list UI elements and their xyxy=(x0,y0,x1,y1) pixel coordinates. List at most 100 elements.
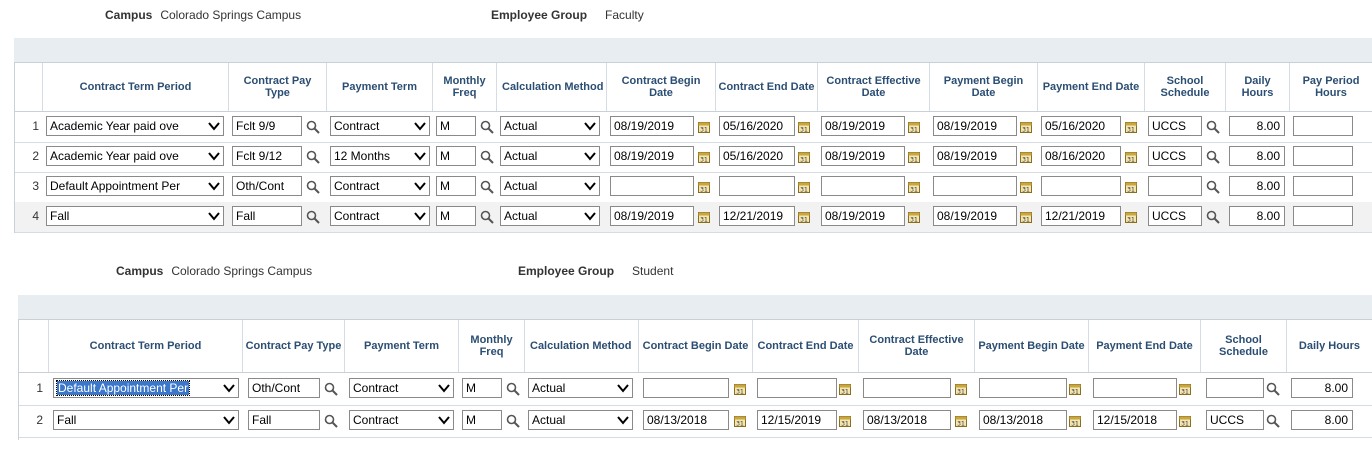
contract-term-period-select[interactable]: Academic Year paid ove xyxy=(46,116,224,136)
contract-begin-date-input[interactable] xyxy=(643,378,729,398)
payment-begin-date-input[interactable] xyxy=(979,378,1067,398)
search-icon[interactable] xyxy=(1206,150,1220,164)
calendar-icon[interactable]: 31 xyxy=(798,151,810,163)
payment-begin-date-input[interactable]: 08/19/2019 xyxy=(933,206,1017,226)
contract-effective-date-input[interactable]: 08/19/2019 xyxy=(821,116,905,136)
contract-begin-date-input[interactable]: 08/19/2019 xyxy=(610,146,694,166)
calendar-icon[interactable]: 31 xyxy=(955,415,967,427)
payment-begin-date-input[interactable]: 08/19/2019 xyxy=(933,116,1017,136)
contract-end-date-input[interactable]: 12/21/2019 xyxy=(719,206,795,226)
search-icon[interactable] xyxy=(324,414,338,428)
search-icon[interactable] xyxy=(480,150,494,164)
payment-term-select[interactable]: Contract xyxy=(330,206,430,226)
calculation-method-select[interactable]: Actual xyxy=(500,146,600,166)
contract-effective-date-input[interactable] xyxy=(863,378,951,398)
contract-pay-type-input[interactable]: Fall xyxy=(248,410,320,430)
payment-end-date-input[interactable]: 12/21/2019 xyxy=(1041,206,1121,226)
pay-period-hours-input[interactable] xyxy=(1293,146,1353,166)
calendar-icon[interactable]: 31 xyxy=(698,211,710,223)
contract-pay-type-input[interactable]: Fclt 9/12 xyxy=(232,146,302,166)
calendar-icon[interactable]: 31 xyxy=(1125,181,1137,193)
calendar-icon[interactable]: 31 xyxy=(1069,415,1081,427)
contract-end-date-input[interactable] xyxy=(757,378,837,398)
contract-end-date-input[interactable]: 05/16/2020 xyxy=(719,146,795,166)
school-schedule-input[interactable]: UCCS xyxy=(1148,206,1202,226)
school-schedule-input[interactable]: UCCS xyxy=(1148,116,1202,136)
payment-end-date-input[interactable] xyxy=(1041,176,1121,196)
calculation-method-select[interactable]: Actual xyxy=(500,176,600,196)
calendar-icon[interactable]: 31 xyxy=(1125,151,1137,163)
daily-hours-input[interactable]: 8.00 xyxy=(1229,206,1285,226)
monthly-freq-input[interactable]: M xyxy=(436,176,476,196)
payment-end-date-input[interactable] xyxy=(1093,378,1177,398)
contract-begin-date-input[interactable] xyxy=(610,176,694,196)
search-icon[interactable] xyxy=(1266,414,1280,428)
search-icon[interactable] xyxy=(1206,120,1220,134)
monthly-freq-input[interactable]: M xyxy=(436,206,476,226)
contract-pay-type-input[interactable]: Fall xyxy=(232,206,302,226)
calendar-icon[interactable]: 31 xyxy=(1020,121,1032,133)
search-icon[interactable] xyxy=(480,180,494,194)
monthly-freq-input[interactable]: M xyxy=(462,378,502,398)
search-icon[interactable] xyxy=(306,120,320,134)
calendar-icon[interactable]: 31 xyxy=(839,415,851,427)
contract-begin-date-input[interactable]: 08/13/2018 xyxy=(643,410,729,430)
calendar-icon[interactable]: 31 xyxy=(908,211,920,223)
contract-end-date-input[interactable]: 12/15/2019 xyxy=(757,410,837,430)
contract-pay-type-input[interactable]: Oth/Cont xyxy=(232,176,302,196)
contract-effective-date-input[interactable] xyxy=(821,176,905,196)
payment-term-select[interactable]: 12 Months xyxy=(330,146,430,166)
contract-effective-date-input[interactable]: 08/13/2018 xyxy=(863,410,951,430)
contract-term-period-select[interactable]: Academic Year paid ove xyxy=(46,146,224,166)
calendar-icon[interactable]: 31 xyxy=(1020,181,1032,193)
search-icon[interactable] xyxy=(324,382,338,396)
school-schedule-input[interactable]: UCCS xyxy=(1148,146,1202,166)
daily-hours-input[interactable]: 8.00 xyxy=(1229,116,1285,136)
pay-period-hours-input[interactable] xyxy=(1293,206,1353,226)
calendar-icon[interactable]: 31 xyxy=(734,415,746,427)
pay-period-hours-input[interactable] xyxy=(1293,116,1353,136)
monthly-freq-input[interactable]: M xyxy=(436,116,476,136)
search-icon[interactable] xyxy=(306,150,320,164)
calendar-icon[interactable]: 31 xyxy=(955,383,967,395)
school-schedule-input[interactable] xyxy=(1206,378,1264,398)
search-icon[interactable] xyxy=(480,210,494,224)
calendar-icon[interactable]: 31 xyxy=(798,121,810,133)
payment-term-select[interactable]: Contract xyxy=(349,378,454,398)
calculation-method-select[interactable]: Actual xyxy=(528,410,633,430)
calendar-icon[interactable]: 31 xyxy=(698,151,710,163)
search-icon[interactable] xyxy=(306,180,320,194)
school-schedule-input[interactable] xyxy=(1148,176,1202,196)
payment-term-select[interactable]: Contract xyxy=(330,176,430,196)
contract-pay-type-input[interactable]: Oth/Cont xyxy=(248,378,320,398)
daily-hours-input[interactable]: 8.00 xyxy=(1229,146,1285,166)
daily-hours-input[interactable]: 8.00 xyxy=(1291,378,1353,398)
contract-term-period-select[interactable]: Fall xyxy=(46,206,224,226)
contract-end-date-input[interactable]: 05/16/2020 xyxy=(719,116,795,136)
monthly-freq-input[interactable]: M xyxy=(462,410,502,430)
payment-end-date-input[interactable]: 05/16/2020 xyxy=(1041,116,1121,136)
calendar-icon[interactable]: 31 xyxy=(908,151,920,163)
contract-term-period-select[interactable]: Fall xyxy=(53,410,239,430)
calculation-method-select[interactable]: Actual xyxy=(528,378,633,398)
calendar-icon[interactable]: 31 xyxy=(798,181,810,193)
contract-term-period-select[interactable]: Default Appointment Per xyxy=(46,176,224,196)
calendar-icon[interactable]: 31 xyxy=(908,121,920,133)
calendar-icon[interactable]: 31 xyxy=(839,383,851,395)
payment-end-date-input[interactable]: 12/15/2018 xyxy=(1093,410,1177,430)
search-icon[interactable] xyxy=(1266,382,1280,396)
calendar-icon[interactable]: 31 xyxy=(1125,211,1137,223)
calendar-icon[interactable]: 31 xyxy=(1179,415,1191,427)
calendar-icon[interactable]: 31 xyxy=(908,181,920,193)
search-icon[interactable] xyxy=(506,414,520,428)
calculation-method-select[interactable]: Actual xyxy=(500,206,600,226)
search-icon[interactable] xyxy=(480,120,494,134)
payment-end-date-input[interactable]: 08/16/2020 xyxy=(1041,146,1121,166)
contract-effective-date-input[interactable]: 08/19/2019 xyxy=(821,206,905,226)
search-icon[interactable] xyxy=(1206,210,1220,224)
payment-begin-date-input[interactable]: 08/13/2018 xyxy=(979,410,1067,430)
calendar-icon[interactable]: 31 xyxy=(698,121,710,133)
daily-hours-input[interactable]: 8.00 xyxy=(1229,176,1285,196)
calendar-icon[interactable]: 31 xyxy=(798,211,810,223)
monthly-freq-input[interactable]: M xyxy=(436,146,476,166)
